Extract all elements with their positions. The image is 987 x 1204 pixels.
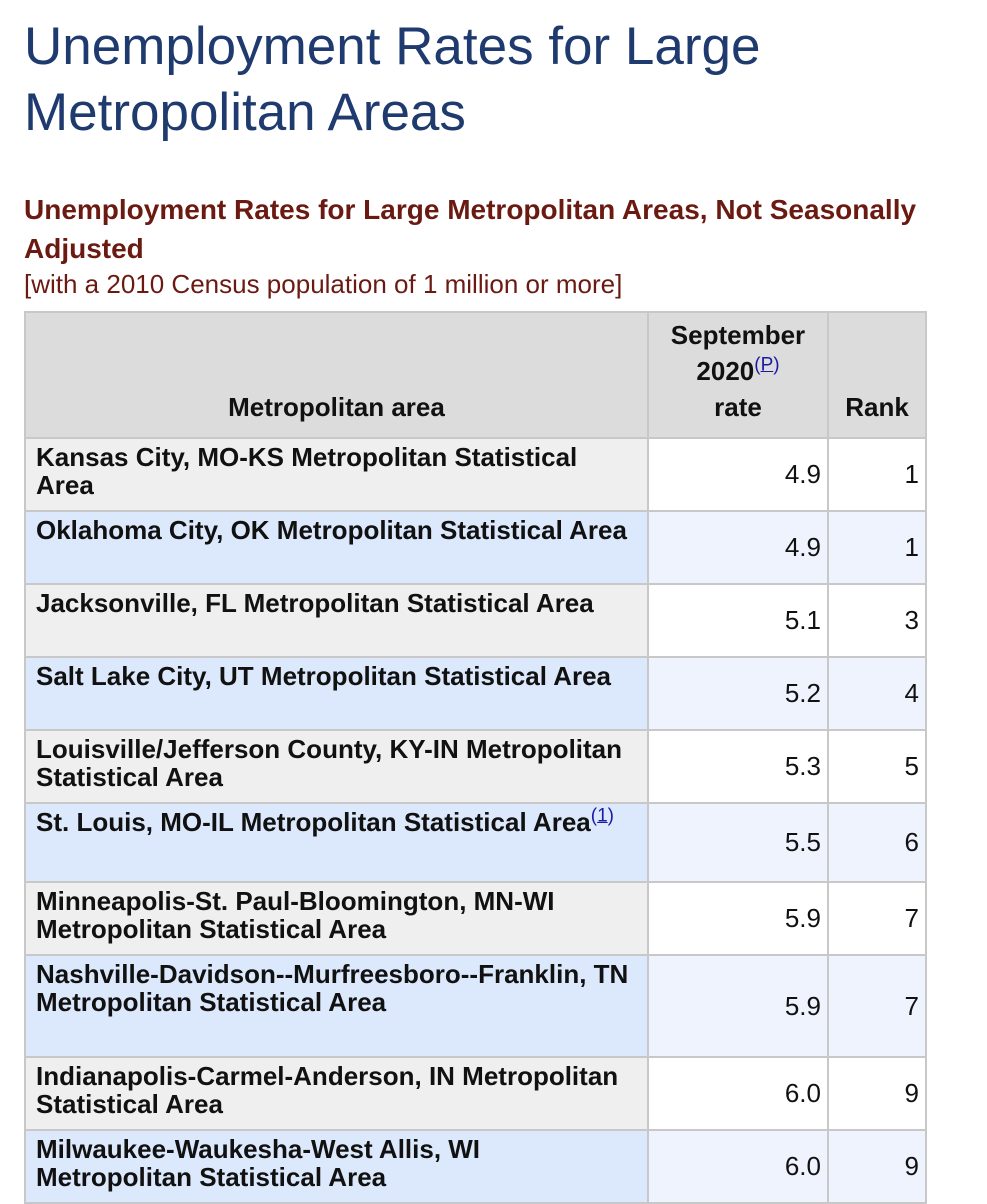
table-header-row: Metropolitan area September 2020(P) rate… bbox=[24, 311, 927, 439]
column-header-area-label: Metropolitan area bbox=[228, 392, 445, 422]
metro-area-cell: Kansas City, MO-KS Metropolitan Statisti… bbox=[24, 437, 649, 512]
metro-area-cell: Jacksonville, FL Metropolitan Statistica… bbox=[24, 583, 649, 658]
metro-area-name: Salt Lake City, UT Metropolitan Statisti… bbox=[36, 661, 612, 691]
table-body: Kansas City, MO-KS Metropolitan Statisti… bbox=[24, 437, 927, 1204]
rate-cell: 6.0 bbox=[647, 1056, 829, 1131]
metro-area-cell: Nashville-Davidson--Murfreesboro--Frankl… bbox=[24, 954, 649, 1058]
metro-area-cell: Oklahoma City, OK Metropolitan Statistic… bbox=[24, 510, 649, 585]
rate-cell: 5.9 bbox=[647, 954, 829, 1058]
column-header-rate: September 2020(P) rate bbox=[647, 311, 829, 439]
column-header-area: Metropolitan area bbox=[24, 311, 649, 439]
metro-area-name: Minneapolis-St. Paul-Bloomington, MN-WI … bbox=[36, 886, 555, 944]
rate-cell: 4.9 bbox=[647, 510, 829, 585]
table-caption-subtitle: [with a 2010 Census population of 1 mill… bbox=[24, 269, 623, 299]
table-row: Oklahoma City, OK Metropolitan Statistic… bbox=[24, 510, 927, 585]
rank-cell: 1 bbox=[827, 437, 927, 512]
metro-area-name: Kansas City, MO-KS Metropolitan Statisti… bbox=[36, 442, 578, 500]
rate-cell: 5.2 bbox=[647, 656, 829, 731]
table-row: Milwaukee-Waukesha-West Allis, WI Metrop… bbox=[24, 1129, 927, 1204]
column-header-rate-line2: 2020 bbox=[696, 356, 755, 386]
metro-area-cell: Louisville/Jefferson County, KY-IN Metro… bbox=[24, 729, 649, 804]
table-row: Minneapolis-St. Paul-Bloomington, MN-WI … bbox=[24, 881, 927, 956]
rank-cell: 1 bbox=[827, 510, 927, 585]
unemployment-table: Metropolitan area September 2020(P) rate… bbox=[24, 311, 927, 1204]
footnote-link-text[interactable]: 1 bbox=[597, 805, 608, 827]
column-header-rank: Rank bbox=[827, 311, 927, 439]
rank-cell: 9 bbox=[827, 1056, 927, 1131]
metro-area-name: Milwaukee-Waukesha-West Allis, WI Metrop… bbox=[36, 1134, 481, 1192]
table-row: St. Louis, MO-IL Metropolitan Statistica… bbox=[24, 802, 927, 883]
column-header-rate-line3: rate bbox=[714, 392, 762, 422]
preliminary-note-link-text[interactable]: P bbox=[760, 354, 774, 376]
rate-cell: 5.5 bbox=[647, 802, 829, 883]
rank-cell: 9 bbox=[827, 1129, 927, 1204]
rank-cell: 6 bbox=[827, 802, 927, 883]
table-row: Jacksonville, FL Metropolitan Statistica… bbox=[24, 583, 927, 658]
rate-cell: 6.0 bbox=[647, 1129, 829, 1204]
column-header-rank-label: Rank bbox=[845, 392, 909, 422]
rank-cell: 4 bbox=[827, 656, 927, 731]
metro-area-name: St. Louis, MO-IL Metropolitan Statistica… bbox=[36, 807, 591, 837]
column-header-rate-line1: September bbox=[670, 320, 806, 350]
rank-cell: 3 bbox=[827, 583, 927, 658]
page-title: Unemployment Rates for Large Metropolita… bbox=[24, 17, 761, 142]
preliminary-note-link[interactable]: (P) bbox=[754, 354, 780, 376]
table-caption: Unemployment Rates for Large Metropolita… bbox=[24, 190, 954, 301]
metro-area-cell: St. Louis, MO-IL Metropolitan Statistica… bbox=[24, 802, 649, 883]
rate-cell: 4.9 bbox=[647, 437, 829, 512]
metro-area-name: Louisville/Jefferson County, KY-IN Metro… bbox=[36, 734, 623, 792]
metro-area-cell: Milwaukee-Waukesha-West Allis, WI Metrop… bbox=[24, 1129, 649, 1204]
table-row: Indianapolis-Carmel-Anderson, IN Metropo… bbox=[24, 1056, 927, 1131]
metro-area-cell: Salt Lake City, UT Metropolitan Statisti… bbox=[24, 656, 649, 731]
metro-area-cell: Minneapolis-St. Paul-Bloomington, MN-WI … bbox=[24, 881, 649, 956]
rate-cell: 5.9 bbox=[647, 881, 829, 956]
table-row: Kansas City, MO-KS Metropolitan Statisti… bbox=[24, 437, 927, 512]
rate-cell: 5.1 bbox=[647, 583, 829, 658]
table-row: Salt Lake City, UT Metropolitan Statisti… bbox=[24, 656, 927, 731]
table-row: Louisville/Jefferson County, KY-IN Metro… bbox=[24, 729, 927, 804]
table-row: Nashville-Davidson--Murfreesboro--Frankl… bbox=[24, 954, 927, 1058]
rank-cell: 7 bbox=[827, 881, 927, 956]
footnote-link[interactable]: (1) bbox=[590, 805, 614, 827]
metro-area-name: Jacksonville, FL Metropolitan Statistica… bbox=[36, 588, 594, 618]
rank-cell: 5 bbox=[827, 729, 927, 804]
rank-cell: 7 bbox=[827, 954, 927, 1058]
metro-area-name: Nashville-Davidson--Murfreesboro--Frankl… bbox=[36, 959, 629, 1017]
table-caption-title: Unemployment Rates for Large Metropolita… bbox=[24, 194, 917, 264]
rate-cell: 5.3 bbox=[647, 729, 829, 804]
metro-area-cell: Indianapolis-Carmel-Anderson, IN Metropo… bbox=[24, 1056, 649, 1131]
metro-area-name: Indianapolis-Carmel-Anderson, IN Metropo… bbox=[36, 1061, 619, 1119]
metro-area-name: Oklahoma City, OK Metropolitan Statistic… bbox=[36, 515, 627, 545]
